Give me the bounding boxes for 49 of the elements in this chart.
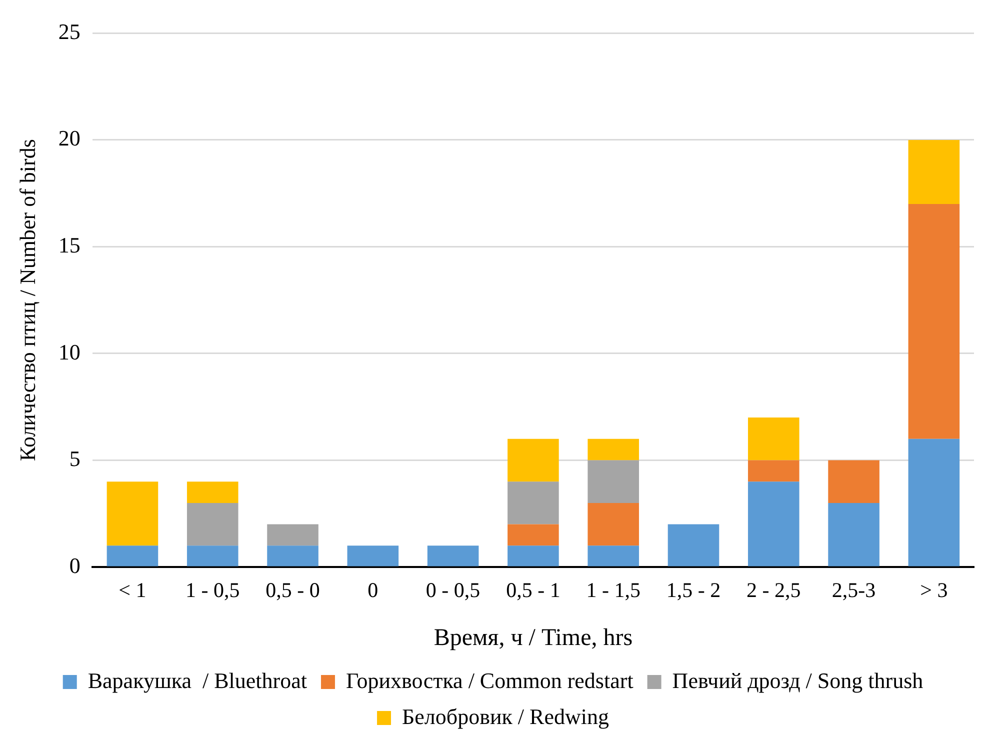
bar bbox=[508, 546, 559, 566]
x-tick-label: 0 - 0,5 bbox=[426, 578, 480, 602]
bar bbox=[828, 502, 880, 566]
x-tick-label: 2 - 2,5 bbox=[746, 578, 801, 602]
bar bbox=[908, 204, 960, 439]
y-tick-label: 5 bbox=[69, 446, 80, 472]
bar bbox=[748, 460, 800, 482]
x-tick-label: 0,5 - 1 bbox=[506, 578, 560, 602]
bar bbox=[668, 524, 720, 566]
bar bbox=[508, 524, 559, 546]
legend-label: Варакушка / Bluethroat bbox=[88, 668, 307, 693]
bar bbox=[588, 460, 639, 503]
y-tick-label: 15 bbox=[58, 232, 80, 258]
bar bbox=[267, 546, 318, 566]
x-tick-label: 1 - 0,5 bbox=[185, 578, 240, 602]
bar bbox=[748, 482, 800, 566]
y-axis-title: Количество птиц / Number of birds bbox=[14, 139, 40, 462]
bar bbox=[186, 502, 238, 546]
y-tick-label: 10 bbox=[58, 339, 80, 364]
bar bbox=[427, 546, 479, 566]
y-tick-label: 0 bbox=[69, 552, 80, 578]
bar bbox=[347, 546, 399, 566]
x-tick-label: 2,5-3 bbox=[832, 578, 876, 602]
bar bbox=[588, 438, 639, 460]
x-tick-label: < 1 bbox=[118, 578, 146, 602]
legend-label: Певчий дрозд / Song thrush bbox=[672, 668, 924, 693]
x-tick-label: 1 - 1,5 bbox=[586, 578, 640, 602]
bar bbox=[267, 524, 318, 546]
bar bbox=[828, 460, 880, 503]
bar bbox=[588, 546, 639, 566]
bar bbox=[748, 418, 800, 460]
bar bbox=[508, 482, 559, 524]
legend-label: Горихвостка / Common redstart bbox=[346, 668, 634, 693]
x-tick-label: 1,5 - 2 bbox=[666, 578, 721, 602]
bar bbox=[588, 502, 639, 546]
bar bbox=[186, 546, 238, 566]
bar bbox=[508, 438, 559, 482]
legend-label: Белобровик / Redwing bbox=[402, 704, 609, 729]
x-tick-label: 0,5 - 0 bbox=[266, 578, 320, 602]
bar bbox=[106, 482, 158, 546]
x-tick-label: 0 bbox=[368, 578, 378, 602]
bar bbox=[186, 482, 238, 503]
bar bbox=[908, 140, 960, 204]
x-tick-label: > 3 bbox=[920, 578, 948, 602]
y-tick-label: 25 bbox=[58, 18, 80, 44]
y-tick-label: 20 bbox=[58, 126, 80, 151]
x-axis-title: Время, ч / Time, hrs bbox=[434, 624, 633, 651]
bar bbox=[106, 546, 158, 566]
bar bbox=[908, 438, 960, 566]
